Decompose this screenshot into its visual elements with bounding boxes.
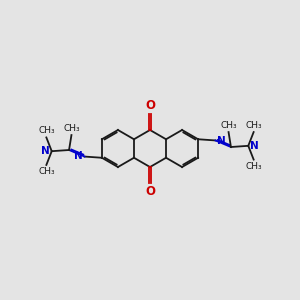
Text: N: N (217, 136, 226, 146)
Text: CH₃: CH₃ (38, 126, 55, 135)
Text: O: O (145, 99, 155, 112)
Text: O: O (145, 185, 155, 198)
Text: N: N (41, 146, 50, 156)
Text: N: N (250, 141, 259, 151)
Text: CH₃: CH₃ (220, 121, 237, 130)
Text: N: N (74, 151, 83, 161)
Text: CH₃: CH₃ (245, 162, 262, 171)
Text: CH₃: CH₃ (63, 124, 80, 133)
Text: CH₃: CH₃ (38, 167, 55, 176)
Text: CH₃: CH₃ (245, 121, 262, 130)
